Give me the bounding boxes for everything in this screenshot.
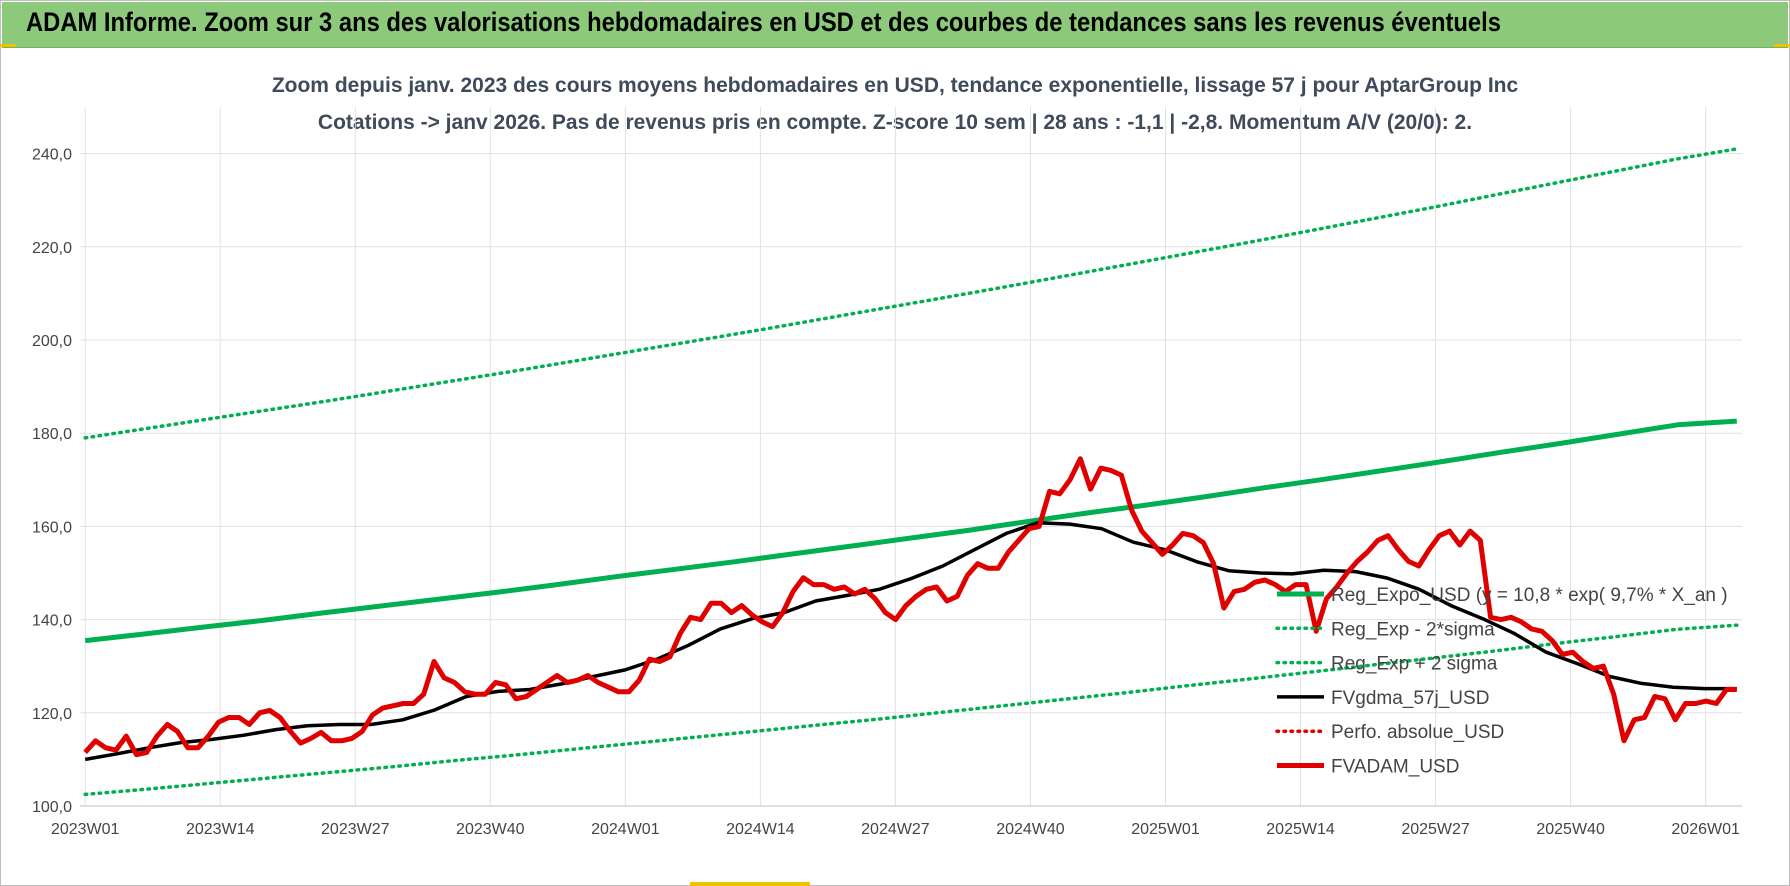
y-tick-label: 160,0 bbox=[32, 519, 72, 536]
corner-mark-right bbox=[1774, 44, 1790, 47]
legend-label-4: Perfo. absolue_USD bbox=[1331, 722, 1504, 743]
report-title: ADAM Informe. Zoom sur 3 ans des valoris… bbox=[26, 7, 1501, 37]
legend-label-2: Reg_Exp + 2 sigma bbox=[1331, 654, 1498, 675]
y-tick-label: 200,0 bbox=[32, 333, 72, 350]
bottom-mark bbox=[690, 882, 810, 886]
x-tick-label: 2023W27 bbox=[321, 821, 390, 838]
x-tick-label: 2023W14 bbox=[186, 821, 255, 838]
x-tick-label: 2024W27 bbox=[861, 821, 930, 838]
x-axis: 2023W01 2023W14 2023W27 2023W40 2024W01 2024W… bbox=[51, 805, 1742, 838]
legend-label-1: Reg_Exp - 2*sigma bbox=[1331, 619, 1495, 640]
x-tick-label: 2025W14 bbox=[1266, 821, 1335, 838]
chart-title: Zoom depuis janv. 2023 des cours moyens … bbox=[272, 74, 1519, 97]
y-tick-label: 180,0 bbox=[32, 426, 72, 443]
x-tick-label: 2026W01 bbox=[1671, 821, 1740, 838]
y-axis: 100,0 120,0 140,0 160,0 180,0 200,0 220,0 240,0 bbox=[32, 147, 72, 816]
x-tick-label: 2025W01 bbox=[1131, 821, 1200, 838]
series-group bbox=[83, 147, 1739, 797]
series-line-3 bbox=[84, 520, 1737, 762]
report-header: ADAM Informe. Zoom sur 3 ans des valoris… bbox=[2, 2, 1788, 48]
series-line-5 bbox=[83, 456, 1737, 758]
series-line-0 bbox=[84, 418, 1737, 644]
y-tick-label: 120,0 bbox=[32, 706, 72, 723]
x-tick-label: 2024W14 bbox=[726, 821, 795, 838]
y-tick-label: 100,0 bbox=[32, 799, 72, 816]
x-tick-label: 2024W40 bbox=[996, 821, 1065, 838]
x-tick-label: 2023W01 bbox=[51, 821, 120, 838]
y-tick-label: 220,0 bbox=[32, 240, 72, 257]
x-tick-label: 2025W27 bbox=[1401, 821, 1470, 838]
x-tick-label: 2024W01 bbox=[591, 821, 660, 838]
grid bbox=[80, 107, 1742, 807]
legend-label-5: FVADAM_USD bbox=[1331, 757, 1459, 778]
x-tick-label: 2023W40 bbox=[456, 821, 525, 838]
corner-mark-left bbox=[0, 44, 16, 47]
series-line-2 bbox=[83, 147, 1739, 440]
y-tick-label: 140,0 bbox=[32, 613, 72, 630]
y-tick-label: 240,0 bbox=[32, 147, 72, 164]
legend: Reg_Expo_USD (y = 10,8 * exp( 9,7% * X_a… bbox=[1275, 585, 1728, 778]
series-line-1 bbox=[83, 623, 1739, 797]
x-tick-label: 2025W40 bbox=[1536, 821, 1605, 838]
legend-label-0: Reg_Expo_USD (y = 10,8 * exp( 9,7% * X_a… bbox=[1331, 585, 1728, 606]
legend-label-3: FVgdma_57j_USD bbox=[1331, 688, 1489, 709]
